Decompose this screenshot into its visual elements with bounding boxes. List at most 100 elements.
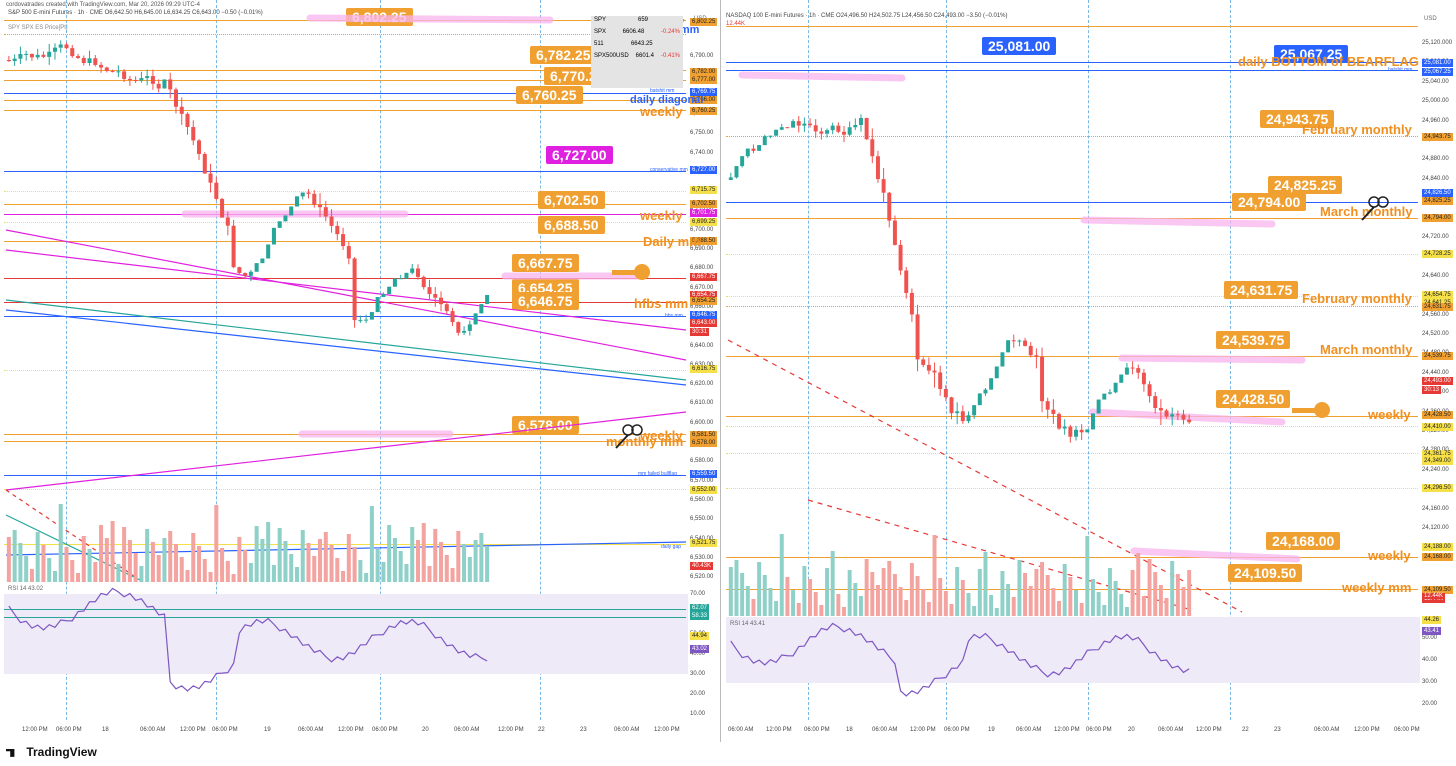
right-candle-body [745,148,750,157]
left-price-tag: 6,702.50 [690,200,718,208]
left-annotation-note: weekly [640,208,683,223]
left-price-tag: 44.94 [690,632,710,640]
left-price-tag: 6,688.50 [690,237,718,245]
left-price-tick: 6,750.00 [690,130,714,137]
right-candle-body [1051,409,1056,414]
left-price-callout[interactable]: 6,646.75 [512,292,579,310]
left-price-callout[interactable]: 6,667.75 [512,254,579,272]
left-candle-body [289,206,294,216]
left-price-tick: 6,740.00 [690,149,714,156]
right-time-label: 12:00 PM [910,727,936,733]
right-candle-body [1175,414,1180,416]
right-trend-line [807,499,1193,611]
right-volume-bar [932,535,937,616]
left-candle-body [18,53,23,59]
right-candle-body [1170,414,1175,417]
right-price-callout[interactable]: 24,794.00 [1232,193,1307,211]
right-price-callout[interactable]: 24,428.50 [1216,390,1291,408]
left-price-callout[interactable]: 6,782.25 [530,46,597,64]
left-candle-body [260,258,265,264]
left-price-tick: 6,620.00 [690,381,714,388]
left-time-label: 06:00 AM [298,727,324,733]
right-candle-body [881,179,886,193]
left-candle-body [104,67,109,71]
left-candle-body [398,278,403,280]
left-price-callout[interactable]: 6,688.50 [538,216,605,234]
right-time-label: 06:00 AM [1314,727,1340,733]
left-price-tag: 6,616.75 [690,365,718,373]
right-candle-body [728,177,733,180]
left-candle-body [312,193,317,205]
right-candle-body [1096,399,1101,414]
left-candle-body [439,297,444,305]
left-volume-bar [6,537,11,582]
right-annotation-note: batshit mm [1388,67,1413,73]
right-scissors-icon [1361,206,1375,221]
right-price-callout[interactable]: 24,539.75 [1216,331,1291,349]
right-chart-pane[interactable]: NASDAQ 100 E-mini Futures · 1h · CME O24… [722,0,1456,742]
left-price-callout[interactable]: 6,702.50 [538,191,605,209]
right-candle-body [819,131,824,134]
right-candle-body [1028,345,1033,356]
left-time-label: 20 [422,727,429,733]
left-volume-bar [150,542,155,582]
right-volume-bar [972,606,977,616]
right-candle-body [994,366,999,379]
right-candle-body [955,411,960,414]
left-level-line [4,110,686,111]
right-annotation-note: weekly [1368,407,1411,422]
right-volume-bar [1096,592,1101,616]
right-chart-canvas[interactable] [722,0,1456,742]
right-volume-bar [904,600,909,616]
ticker-value: 659 [638,17,649,23]
left-volume-bar [35,532,40,582]
left-volume-bar [225,561,230,582]
left-annotation-note: daily diagonal [630,94,704,106]
left-price-callout[interactable]: 6,727.00 [546,146,613,164]
left-candle-body [225,217,230,226]
right-price-tick: 24,840.00 [1422,175,1449,182]
left-price-tag: 6,802.25 [690,18,718,26]
right-volume-bar [791,590,796,616]
right-volume-bar [847,570,852,616]
right-volume-bar [785,577,790,616]
left-day-separator [216,0,217,720]
left-annotation-note: mm failed bullflag [638,471,677,477]
right-price-callout[interactable]: 25,081.00 [982,37,1057,55]
right-price-callout[interactable]: 24,825.25 [1268,176,1343,194]
left-chart-pane[interactable]: S&P 500 E-mini Futures · 1h · CME O6,642… [0,0,721,742]
right-candle-body [1136,368,1141,373]
right-price-callout[interactable]: 24,631.75 [1224,281,1299,299]
left-price-tag: 6,699.25 [690,218,718,226]
left-chart-canvas[interactable] [0,0,720,742]
left-time-label: 18 [102,727,109,733]
right-volume-bar [1170,561,1175,616]
right-volume-bar [796,603,801,616]
left-time-label: 12:00 PM [180,727,206,733]
left-price-callout[interactable]: 6,760.25 [516,86,583,104]
right-price-tag: 24,493.00 [1422,377,1453,385]
right-time-label: 18 [846,727,853,733]
left-candle-body [329,216,334,226]
right-price-callout[interactable]: 24,168.00 [1266,532,1341,550]
left-volume-bar [208,572,213,582]
left-candle-body [277,221,282,228]
left-candle-body [99,64,104,68]
left-volume-bar [76,573,81,582]
right-price-callout[interactable]: 25,067.25 [1274,45,1349,63]
right-volume-bar [779,534,784,616]
right-level-line [726,416,1418,417]
left-price-tick: 6,580.00 [690,458,714,465]
left-rsi-tick: 70.00 [690,591,706,597]
left-price-tag: 30:31 [690,328,710,336]
right-time-label: 06:00 AM [728,727,754,733]
right-price-tag: 24,296.50 [1422,484,1453,492]
left-annotation-note: weekly [640,428,683,443]
left-volume-bar [248,563,253,582]
right-price-tag: 24,188.00 [1422,543,1453,551]
left-level-line [4,171,686,172]
left-candle-body [444,304,449,312]
left-volume-bar [266,522,271,582]
right-price-callout[interactable]: 24,943.75 [1260,110,1335,128]
right-price-callout[interactable]: 24,109.50 [1228,564,1303,582]
